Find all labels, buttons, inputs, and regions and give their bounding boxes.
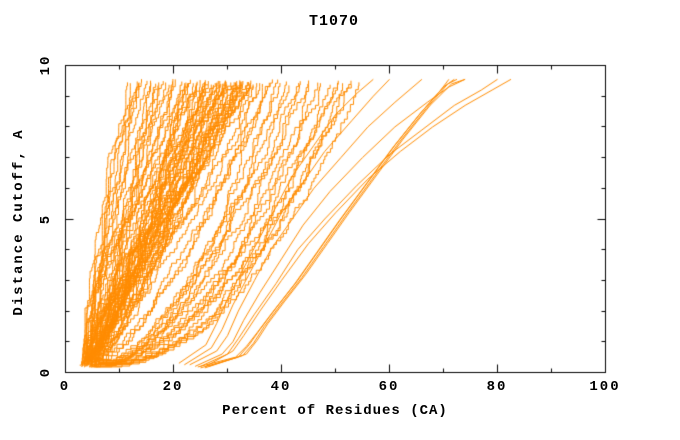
- x-axis-label: Percent of Residues (CA): [222, 403, 448, 419]
- x-tick-label: 60: [378, 379, 400, 395]
- chart-title: T1070: [308, 13, 360, 30]
- x-tick-label: 80: [486, 379, 508, 395]
- y-tick-label: 10: [38, 54, 54, 76]
- y-tick-label: 5: [38, 213, 54, 224]
- x-tick-label: 20: [162, 379, 184, 395]
- x-tick-label: 40: [270, 379, 292, 395]
- y-tick-label: 0: [38, 366, 54, 378]
- x-tick-label: 0: [59, 379, 71, 395]
- y-axis-label: Distance Cutoff, A: [11, 128, 27, 316]
- x-tick-label: 100: [589, 379, 621, 395]
